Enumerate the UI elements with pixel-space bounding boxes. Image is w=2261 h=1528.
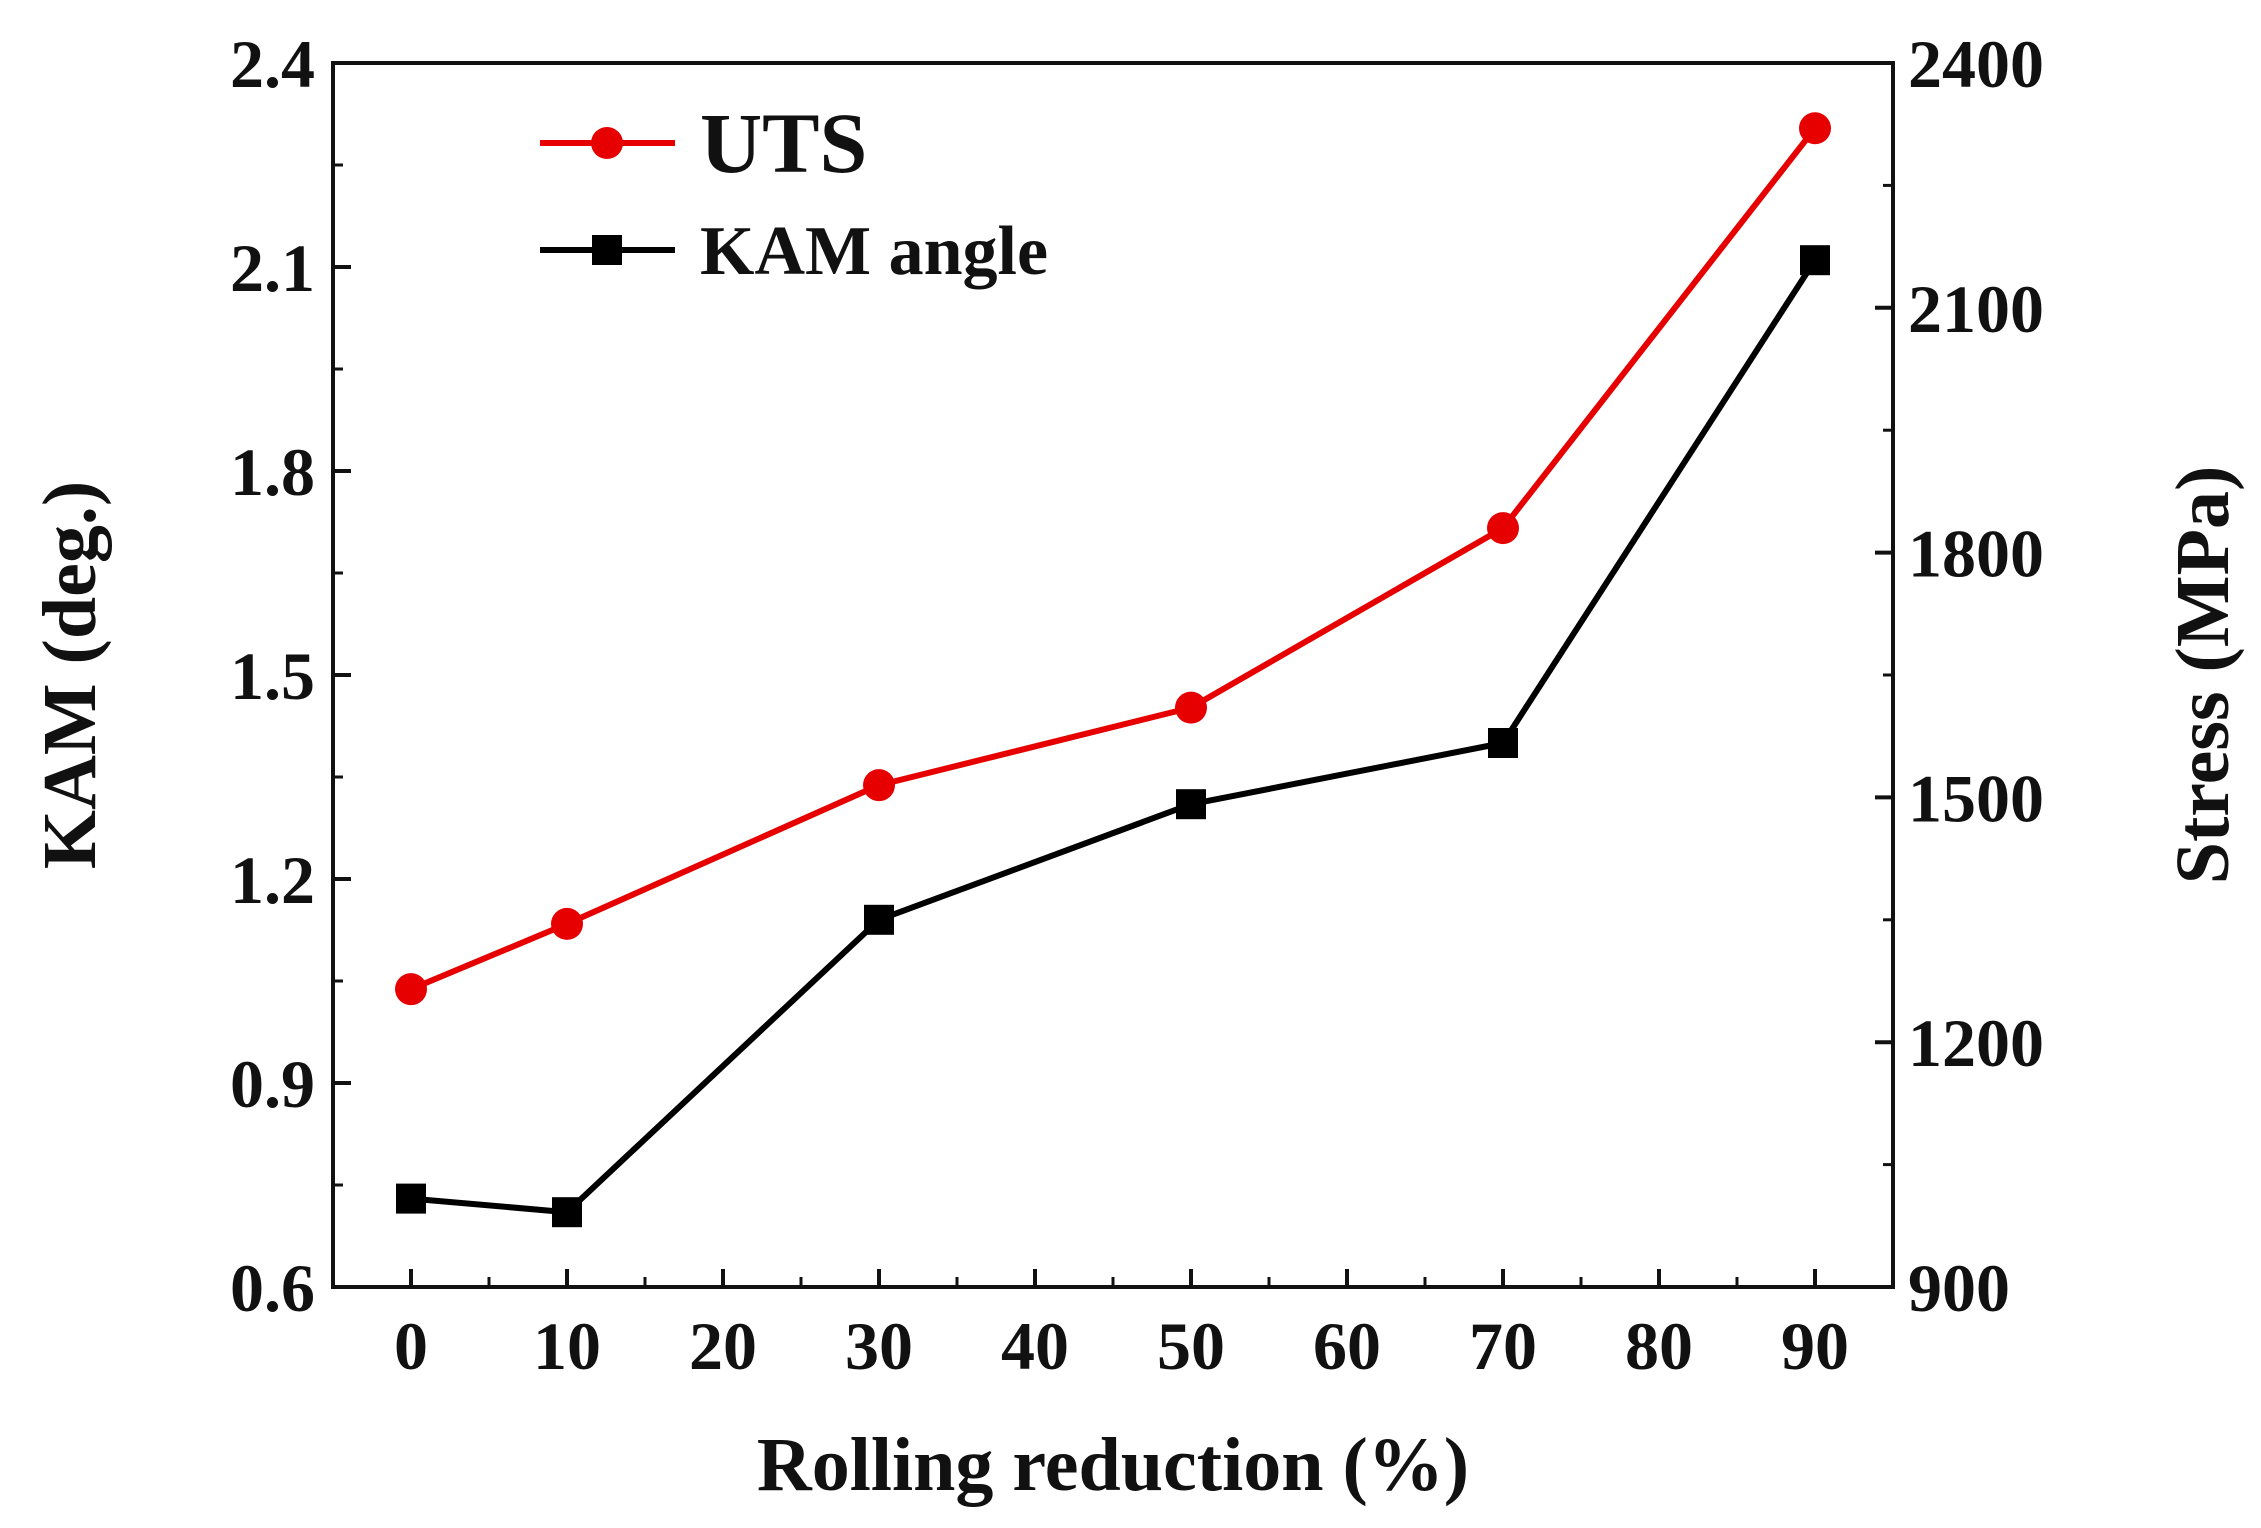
legend-marker-kam-angle: [592, 235, 622, 265]
x-tick-label: 50: [1157, 1308, 1225, 1384]
data-point-kam-angle: [1800, 245, 1830, 276]
data-point-kam-angle: [864, 904, 894, 935]
y-left-tick-label: 2.1: [230, 230, 315, 306]
x-tick-label: 30: [845, 1308, 913, 1384]
series-layer: [395, 112, 1831, 1228]
series-line-kam-angle: [410, 258, 1818, 1216]
data-point-kam-angle: [396, 1183, 426, 1214]
y-right-tick-label: 1200: [1908, 1005, 2044, 1081]
y-left-axis-title: KAM (deg.): [28, 481, 112, 869]
y-left-tick-label: 0.6: [230, 1250, 315, 1326]
y-right-tick-label: 2400: [1908, 26, 2044, 102]
legend-marker-uts: [591, 127, 623, 159]
series-kam-angle: [396, 245, 1830, 1228]
series-line-uts: [409, 126, 1818, 992]
x-tick-label: 20: [689, 1308, 757, 1384]
plot-frame: [331, 61, 1895, 1289]
data-point-uts: [863, 769, 895, 802]
y-left-tick-label: 1.5: [230, 638, 315, 714]
y-right-tick-label: 1500: [1908, 760, 2044, 836]
series-uts: [395, 112, 1831, 1006]
data-point-uts: [1799, 112, 1831, 145]
data-point-kam-angle: [1176, 789, 1206, 820]
x-tick-label: 60: [1313, 1308, 1381, 1384]
y-left-tick-label: 2.4: [230, 26, 315, 102]
x-tick-label: 0: [394, 1308, 428, 1384]
data-point-kam-angle: [552, 1197, 582, 1228]
y-right-tick-label: 2100: [1908, 271, 2044, 347]
x-tick-label: 40: [1001, 1308, 1069, 1384]
data-point-uts: [1487, 512, 1519, 545]
legend-label-kam-angle: KAM angle: [700, 213, 1048, 290]
x-tick-label: 80: [1625, 1308, 1693, 1384]
x-axis-title: Rolling reduction (%): [757, 1423, 1469, 1507]
data-point-uts: [395, 973, 427, 1006]
y-right-tick-label: 900: [1908, 1250, 2010, 1326]
data-point-kam-angle: [1488, 728, 1518, 758]
y-right-axis-title: Stress (MPa): [2161, 466, 2245, 885]
y-left-tick-label: 1.2: [230, 842, 315, 918]
data-point-uts: [551, 907, 583, 940]
x-tick-label: 10: [533, 1308, 601, 1384]
data-point-uts: [1175, 691, 1207, 724]
y-left-tick-label: 0.9: [230, 1046, 315, 1122]
legend: UTS KAM angle: [540, 95, 1048, 290]
x-tick-label: 90: [1781, 1308, 1849, 1384]
y-left-tick-label: 1.8: [230, 434, 315, 510]
y-right-tick-label: 1800: [1908, 516, 2044, 592]
legend-label-uts: UTS: [700, 95, 867, 191]
x-tick-label: 70: [1469, 1308, 1537, 1384]
axes-layer: 0 10 20 30 40 50 60 70 80 90 0.6 0.9 1.2 1.5 1.8 2.1 2.4…: [230, 26, 2044, 1384]
axis-titles: Rolling reduction (%) KAM (deg.) Stress …: [28, 466, 2245, 1507]
